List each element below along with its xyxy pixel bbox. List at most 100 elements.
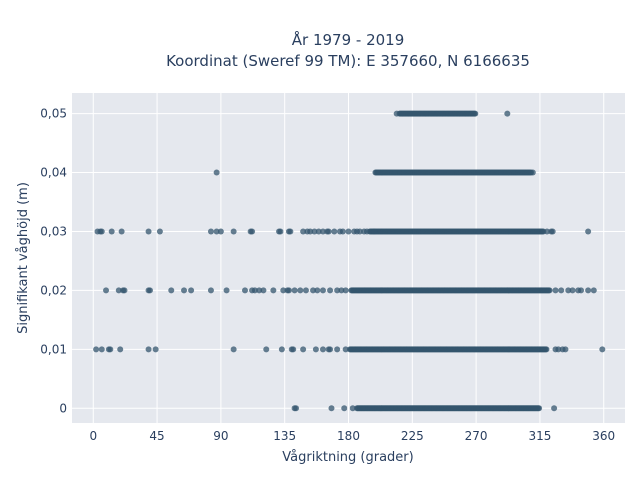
data-point bbox=[93, 346, 100, 353]
data-point bbox=[327, 287, 334, 294]
data-point bbox=[118, 228, 125, 235]
data-point bbox=[599, 346, 606, 353]
y-tick-label: 0,05 bbox=[40, 107, 67, 121]
data-point bbox=[103, 287, 110, 294]
data-point bbox=[223, 287, 230, 294]
data-point bbox=[307, 228, 314, 235]
data-point bbox=[544, 228, 551, 235]
x-tick-label: 270 bbox=[465, 429, 488, 443]
data-point bbox=[585, 287, 592, 294]
data-point bbox=[251, 287, 258, 294]
data-point bbox=[213, 169, 220, 176]
data-point bbox=[146, 287, 153, 294]
data-point bbox=[213, 228, 220, 235]
x-tick-label: 180 bbox=[337, 429, 360, 443]
y-tick-label: 0 bbox=[59, 401, 67, 415]
data-point bbox=[121, 287, 128, 294]
x-tick-label: 90 bbox=[213, 429, 228, 443]
data-point bbox=[145, 346, 152, 353]
data-point bbox=[98, 228, 105, 235]
data-point bbox=[393, 110, 400, 117]
data-point bbox=[207, 287, 214, 294]
data-point bbox=[565, 287, 572, 294]
data-point bbox=[342, 287, 349, 294]
data-point bbox=[546, 287, 553, 294]
data-point bbox=[569, 287, 576, 294]
data-point bbox=[311, 228, 318, 235]
chart-title-line1: År 1979 - 2019 bbox=[292, 30, 405, 49]
data-point bbox=[504, 110, 511, 117]
data-point bbox=[319, 346, 326, 353]
data-point bbox=[349, 405, 356, 412]
x-tick-label: 360 bbox=[592, 429, 615, 443]
data-point bbox=[217, 228, 224, 235]
y-tick-label: 0,01 bbox=[40, 342, 67, 356]
data-point bbox=[291, 287, 298, 294]
data-point bbox=[260, 287, 267, 294]
x-tick-label: 315 bbox=[528, 429, 551, 443]
y-axis-ticks: 0 0,01 0,02 0,03 0,04 0,05 bbox=[40, 107, 67, 416]
data-point bbox=[277, 228, 284, 235]
y-axis-label: Signifikant våghöjd (m) bbox=[16, 182, 31, 334]
data-point bbox=[300, 228, 307, 235]
data-point bbox=[107, 346, 114, 353]
data-point bbox=[249, 228, 256, 235]
data-point bbox=[334, 346, 341, 353]
data-point bbox=[300, 346, 307, 353]
data-point bbox=[168, 287, 175, 294]
data-point bbox=[339, 228, 346, 235]
data-point bbox=[345, 228, 352, 235]
data-point bbox=[331, 228, 338, 235]
x-axis-label: Vågriktning (grader) bbox=[282, 450, 413, 465]
y-tick-label: 0,04 bbox=[40, 166, 67, 180]
y-tick-label: 0,03 bbox=[40, 224, 67, 238]
data-point bbox=[590, 287, 597, 294]
data-point bbox=[319, 228, 326, 235]
data-point bbox=[578, 287, 585, 294]
data-point bbox=[558, 287, 565, 294]
data-point bbox=[270, 287, 277, 294]
data-point bbox=[552, 287, 559, 294]
data-point bbox=[278, 346, 285, 353]
data-point bbox=[145, 228, 152, 235]
data-point bbox=[371, 228, 378, 235]
data-point bbox=[338, 287, 345, 294]
x-tick-label: 225 bbox=[401, 429, 424, 443]
x-tick-label: 45 bbox=[149, 429, 164, 443]
data-point bbox=[325, 228, 332, 235]
data-point bbox=[230, 346, 237, 353]
data-point bbox=[230, 228, 237, 235]
data-point bbox=[290, 346, 297, 353]
data-point bbox=[152, 346, 159, 353]
data-point bbox=[117, 346, 124, 353]
y-tick-label: 0,02 bbox=[40, 283, 67, 297]
data-point bbox=[293, 405, 300, 412]
data-point bbox=[188, 287, 195, 294]
data-point bbox=[327, 346, 334, 353]
data-point bbox=[562, 346, 569, 353]
data-point bbox=[207, 228, 214, 235]
data-point bbox=[156, 228, 163, 235]
data-point bbox=[555, 346, 562, 353]
data-point bbox=[108, 228, 115, 235]
data-point bbox=[341, 405, 348, 412]
x-tick-label: 135 bbox=[273, 429, 296, 443]
data-point bbox=[285, 287, 292, 294]
data-point bbox=[98, 346, 105, 353]
x-axis-ticks: 0 45 90 135 180 225 270 315 360 bbox=[89, 429, 615, 443]
data-point bbox=[529, 169, 536, 176]
data-point bbox=[310, 287, 317, 294]
data-point bbox=[315, 228, 322, 235]
data-point bbox=[585, 228, 592, 235]
data-point bbox=[115, 287, 122, 294]
data-point bbox=[297, 287, 304, 294]
data-point bbox=[549, 228, 556, 235]
data-point bbox=[342, 346, 349, 353]
data-point bbox=[181, 287, 188, 294]
data-point bbox=[363, 228, 370, 235]
data-point bbox=[241, 287, 248, 294]
data-point bbox=[312, 346, 319, 353]
data-points bbox=[93, 110, 606, 412]
data-point bbox=[256, 287, 263, 294]
